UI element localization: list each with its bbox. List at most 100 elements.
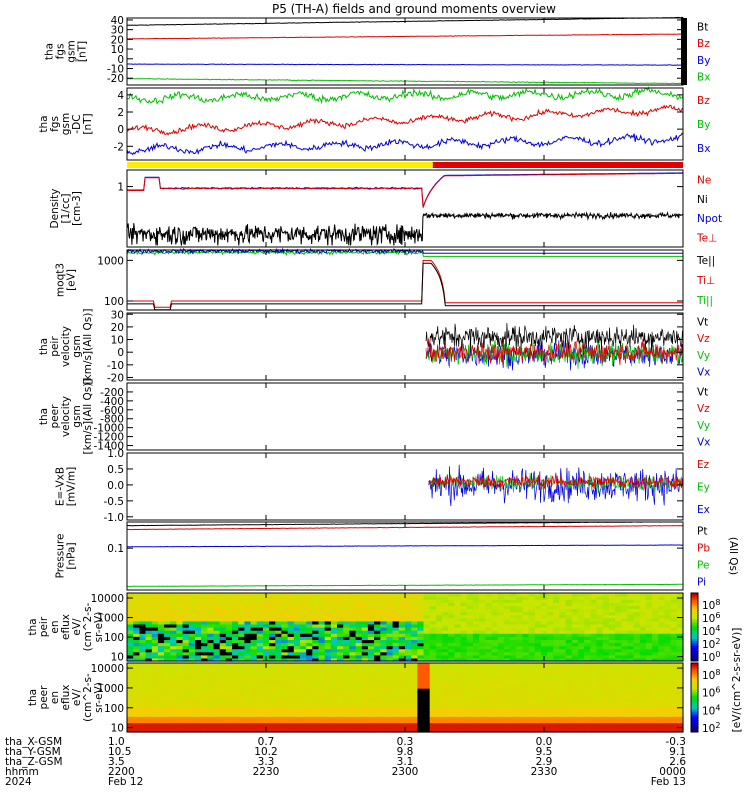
spectrogram-cell	[676, 694, 684, 699]
spectrogram-cell	[188, 657, 196, 662]
spectrogram-cell	[392, 675, 400, 680]
spectrogram-cell	[225, 697, 233, 702]
spectrogram-cell	[330, 602, 338, 606]
spectrogram-cell	[361, 651, 369, 656]
spectrogram-cell	[658, 703, 666, 708]
spectrogram-cell	[571, 614, 579, 619]
spectrogram-cell	[380, 608, 388, 613]
spectrogram-cell	[281, 685, 289, 689]
spectrogram-cell	[559, 636, 567, 640]
spectrogram-cell	[318, 636, 326, 640]
spectrogram-cell	[176, 666, 184, 670]
spectrogram-cell	[429, 675, 437, 680]
spectrogram-cell	[645, 642, 653, 647]
spectrogram-cell	[287, 725, 295, 730]
spectrogram-cell	[127, 639, 134, 644]
spectrogram-cell	[615, 672, 622, 677]
spectrogram-cell	[225, 669, 233, 673]
spectrogram-cell	[318, 716, 326, 720]
spectrogram-cell	[578, 685, 585, 689]
spectrogram-cell	[355, 685, 363, 689]
spectrogram-cell	[417, 669, 425, 673]
spectrogram-cell	[275, 713, 283, 717]
spectrogram-cell	[145, 716, 153, 720]
spectrogram-cell	[324, 611, 332, 616]
spectrogram-cell	[374, 651, 381, 656]
spectrogram-cell	[553, 728, 561, 733]
spectrogram-cell	[367, 645, 375, 650]
spectrogram-cell	[232, 694, 239, 699]
spectrogram-cell	[448, 614, 455, 619]
spectrogram-cell	[176, 648, 184, 653]
spectrogram-cell	[213, 672, 221, 677]
spectrogram-cell	[139, 608, 147, 613]
spectrogram-cell	[164, 602, 171, 606]
colorbar-cell	[691, 656, 698, 660]
spectrogram-cell	[157, 663, 165, 667]
spectrogram-cell	[664, 728, 672, 733]
spectrogram-cell	[392, 706, 400, 711]
spectrogram-cell	[559, 605, 567, 610]
spectrogram-cell	[534, 681, 542, 686]
spectrogram-cell	[213, 636, 221, 640]
spectrogram-cell	[337, 623, 344, 628]
spectrogram-cell	[312, 642, 320, 647]
spectrogram-cell	[510, 675, 517, 680]
spectrogram-cell	[547, 722, 554, 727]
spectrogram-cell	[553, 602, 561, 606]
spectrogram-cell	[503, 697, 511, 702]
spectrogram-cell	[417, 648, 425, 653]
legend-label: Bt	[697, 21, 708, 33]
spectrogram-cell	[219, 703, 227, 708]
spectrogram-cell	[170, 669, 177, 673]
spectrogram-cell	[244, 630, 252, 634]
y-tick-label: 10	[111, 335, 124, 347]
spectrogram-cell	[256, 620, 264, 625]
spectrogram-cell	[232, 611, 239, 616]
spectrogram-cell	[300, 611, 307, 616]
spectrogram-cell	[349, 639, 357, 644]
spectrogram-cell	[355, 645, 363, 650]
spectrogram-cell	[398, 611, 406, 616]
spectrogram-cell	[300, 672, 307, 677]
spectrogram-cell	[170, 636, 177, 640]
spectrogram-cell	[528, 636, 536, 640]
spectrogram-cell	[571, 602, 579, 606]
spectrogram-cell	[330, 688, 338, 692]
spectrogram-cell	[547, 678, 554, 683]
y-axis-label: peir	[38, 616, 50, 637]
spectrogram-cell	[578, 703, 585, 708]
spectrogram-cell	[256, 645, 264, 650]
data-gap-bar	[681, 18, 687, 85]
spectrogram-cell	[454, 596, 462, 600]
spectrogram-cell	[658, 639, 666, 644]
spectrogram-cell	[485, 694, 493, 699]
spectrogram-cell	[281, 706, 289, 711]
spectrogram-cell	[503, 620, 511, 625]
spectrogram-cell	[318, 710, 326, 714]
spectrogram-cell	[571, 716, 579, 720]
spectrogram-cell	[293, 672, 301, 677]
spectrogram-cell	[664, 663, 672, 667]
spectrogram-cell	[454, 639, 462, 644]
spectrogram-cell	[596, 681, 604, 686]
spectrogram-cell	[559, 703, 567, 708]
spectrogram-cell	[442, 710, 449, 714]
spectrogram-cell	[417, 651, 425, 656]
spectrogram-cell	[454, 605, 462, 610]
spectrogram-cell	[547, 602, 554, 606]
spectrogram-cell	[355, 636, 363, 640]
spectrogram-cell	[639, 688, 647, 692]
spectrogram-cell	[528, 706, 536, 711]
spectrogram-cell	[584, 706, 591, 711]
spectrogram-cell	[676, 642, 684, 647]
spectrogram-cell	[553, 614, 561, 619]
y-tick-label: 10	[111, 44, 124, 56]
spectrogram-cell	[534, 666, 542, 670]
spectrogram-cell	[510, 706, 517, 711]
spectrogram-cell	[392, 648, 400, 653]
spectrogram-cell	[176, 706, 184, 711]
spectrogram-cell	[300, 602, 307, 606]
spectrogram-cell	[343, 605, 350, 610]
spectrogram-cell	[615, 706, 622, 711]
